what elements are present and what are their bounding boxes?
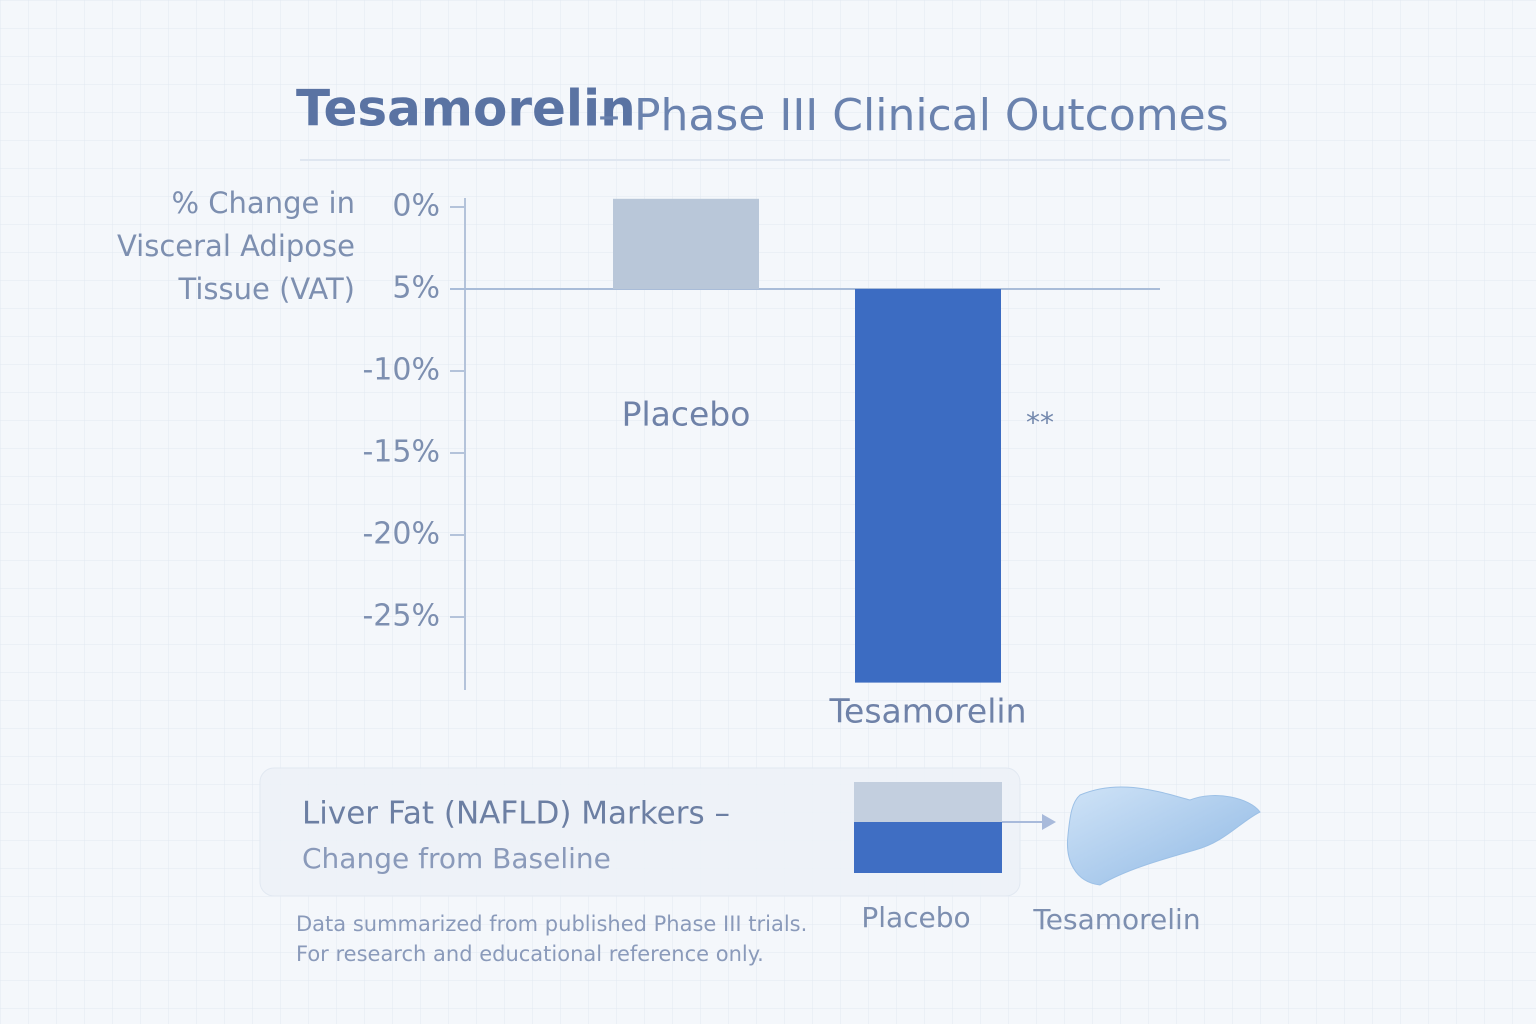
y-axis-label-line: % Change in	[172, 186, 355, 220]
bar	[855, 289, 1001, 683]
y-tick-label: 0%	[392, 189, 440, 224]
liver-bar-dark	[854, 822, 1002, 873]
y-axis-label-line: Tissue (VAT)	[178, 272, 355, 306]
significance-annotation: **	[1026, 406, 1054, 439]
footnote: For research and educational reference o…	[296, 942, 764, 966]
y-axis-label-line: Visceral Adipose	[117, 229, 355, 263]
y-tick-label: -25%	[362, 599, 440, 634]
liver-label: Tesamorelin	[1032, 903, 1200, 936]
liver-label: Placebo	[861, 901, 970, 934]
liver-bar-light	[854, 782, 1002, 822]
y-tick-label: -20%	[362, 517, 440, 552]
y-tick-label: -15%	[362, 435, 440, 470]
title-lead: Tesamorelin	[296, 80, 636, 138]
title-rest: – Phase III Clinical Outcomes	[598, 90, 1229, 141]
liver-title: Liver Fat (NAFLD) Markers –	[302, 796, 730, 832]
y-tick-label: -10%	[362, 353, 440, 388]
arrow-head	[1042, 814, 1056, 830]
x-tick-label: Tesamorelin	[828, 692, 1026, 731]
liver-subtitle: Change from Baseline	[302, 842, 611, 875]
liver-icon	[1066, 786, 1261, 886]
liver-panel	[259, 767, 1021, 897]
y-axis-label: % Change in Visceral Adipose Tissue (VAT)	[117, 186, 355, 306]
y-tick-label: 5%	[392, 271, 440, 306]
footnote: Data summarized from published Phase III…	[296, 912, 807, 936]
bar	[613, 198, 759, 289]
x-tick-label: Placebo	[622, 395, 751, 434]
